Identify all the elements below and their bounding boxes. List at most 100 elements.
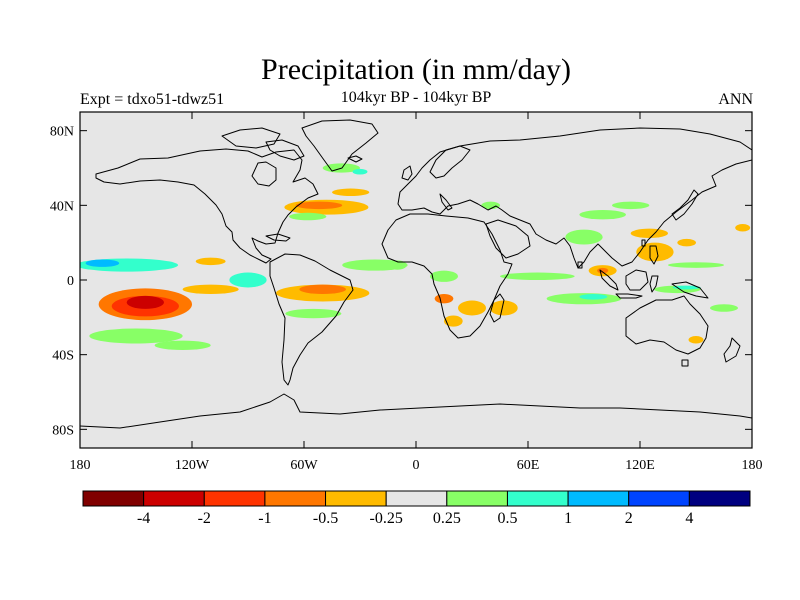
coastline-new-zealand: [723, 337, 741, 363]
colorbar-label: -0.5: [313, 510, 338, 527]
colorbar-swatch: [446, 490, 508, 507]
anomaly-n-atlantic-dry: [332, 188, 370, 196]
anomaly-philippines-dry: [636, 242, 674, 262]
colorbar-label: -0.25: [370, 510, 403, 527]
anomaly-india-wet: [565, 229, 603, 245]
coastline-sumatra: [599, 269, 619, 291]
colorbar-swatch: [325, 490, 387, 507]
lat-label: 0: [67, 274, 74, 289]
colorbar-swatch: [82, 490, 145, 507]
coastline-antarctica: [80, 393, 752, 429]
colorbar-label: -1: [258, 510, 271, 527]
anomaly-maritime-dry-core: [597, 267, 609, 274]
coastline-greenland: [301, 119, 379, 172]
lat-label: 80N: [50, 125, 74, 140]
anomaly-e-pacific-dry: [182, 284, 239, 295]
lon-label: 180: [70, 458, 91, 473]
colorbar-label: 0.25: [433, 510, 461, 527]
anomaly-w-africa-wet: [388, 260, 407, 270]
coastline-tasmania: [681, 359, 689, 367]
anomaly-pacific-positive-small: [195, 257, 226, 266]
anomaly-sw-pacific-wet: [710, 304, 738, 312]
anomaly-australia-cyan: [672, 285, 701, 290]
anomaly-se-africa-dry: [458, 300, 486, 316]
coastline-arabia: [485, 219, 531, 259]
anomaly-madagascar-dry: [489, 300, 518, 316]
anomaly-spcz-dry-core: [126, 295, 164, 309]
coastline-borneo: [625, 269, 649, 291]
anomaly-e-pacific-wet: [229, 272, 267, 288]
coastline-java: [615, 293, 643, 299]
anomaly-indian-ocean-wet: [499, 272, 575, 280]
colorbar-label: 2: [625, 510, 633, 527]
coastline-scandinavia: [429, 145, 471, 179]
anomaly-gulf-stream-wet: [289, 212, 327, 221]
coastline-arctic-islands: [221, 127, 281, 149]
anomaly-n-pacific-itcz-core: [85, 259, 120, 267]
anomaly-e-australia-dry: [688, 336, 704, 344]
colorbar-label: -4: [137, 510, 150, 527]
coastline-caribbean: [265, 233, 291, 242]
coastline-north-america: [95, 148, 319, 264]
season-label: ANN: [718, 91, 753, 108]
colorbar-label: -2: [198, 510, 211, 527]
axis-layer: 80N 40N 0 40S 80S 180 120W 60W 0 60E 120E 180: [50, 112, 763, 473]
coastline-hudson-bay: [251, 161, 277, 187]
lon-label: 0: [413, 458, 420, 473]
lat-label: 40N: [50, 199, 74, 214]
coastline-sulawesi: [649, 275, 659, 293]
coastline-layer: [80, 119, 752, 429]
anomaly-central-asia-wet: [481, 201, 500, 210]
coastline-eurasia: [397, 127, 752, 269]
period-label: 104kyr BP - 104kyr BP: [340, 89, 492, 106]
colorbar-swatch: [567, 490, 630, 507]
anomaly-s-africa-dry: [444, 315, 463, 327]
coastline-new-guinea: [671, 281, 709, 299]
anomaly-china-dry: [630, 228, 668, 238]
lon-label: 120W: [175, 458, 210, 473]
colorbar-swatch: [264, 490, 327, 507]
anomaly-angola-dry: [434, 294, 454, 304]
coastline-australia: [625, 295, 709, 355]
colorbar-swatch: [385, 490, 448, 507]
anomaly-himalaya-wet: [579, 210, 627, 220]
coastline-japan: [671, 189, 699, 221]
lat-label: 40S: [52, 349, 74, 364]
anomaly-s-pacific-wet: [89, 328, 183, 344]
anomaly-labrador-core: [352, 168, 368, 175]
lon-label: 120E: [625, 458, 655, 473]
coastline-south-america: [269, 253, 354, 386]
coastline-madagascar: [489, 293, 505, 323]
lon-label: 180: [742, 458, 763, 473]
colorbar-label: 0.5: [497, 510, 517, 527]
coastline-italy: [439, 193, 453, 211]
anomaly-s-indian-core: [579, 294, 608, 300]
anomaly-s-america-wet: [285, 308, 342, 319]
anomaly-s-pacific-wet-2: [154, 340, 211, 351]
anomaly-congo-wet: [430, 270, 458, 282]
coastline-sri-lanka: [577, 261, 583, 269]
lon-label: 60W: [290, 458, 318, 473]
map-background: [80, 112, 752, 448]
colorbar: -4 -2 -1 -0.5 -0.25 0.25 0.5 1 2 4: [82, 490, 751, 527]
anomaly-dateline-dry: [735, 224, 751, 232]
experiment-label: Expt = tdxo51-tdwz51: [80, 91, 225, 108]
anomaly-layer: [80, 163, 751, 351]
coastline-british-isles: [401, 165, 413, 181]
coastline-philippines: [649, 245, 659, 265]
colorbar-swatch: [628, 490, 690, 507]
anomaly-nw-pacific-dry: [677, 238, 697, 247]
colorbar-label: 4: [685, 510, 693, 527]
coastline-taiwan: [641, 239, 646, 247]
colorbar-swatch: [143, 490, 205, 507]
anomaly-s-america-dry-core: [299, 284, 346, 295]
anomaly-w-pacific-wet: [668, 262, 724, 268]
colorbar-label: 1: [564, 510, 572, 527]
lat-label: 80S: [52, 423, 74, 438]
colorbar-swatch: [203, 490, 266, 507]
lon-label: 60E: [517, 458, 540, 473]
anomaly-asia-north-wet: [612, 201, 650, 210]
coastline-iceland: [347, 155, 363, 163]
colorbar-swatch: [688, 490, 751, 507]
